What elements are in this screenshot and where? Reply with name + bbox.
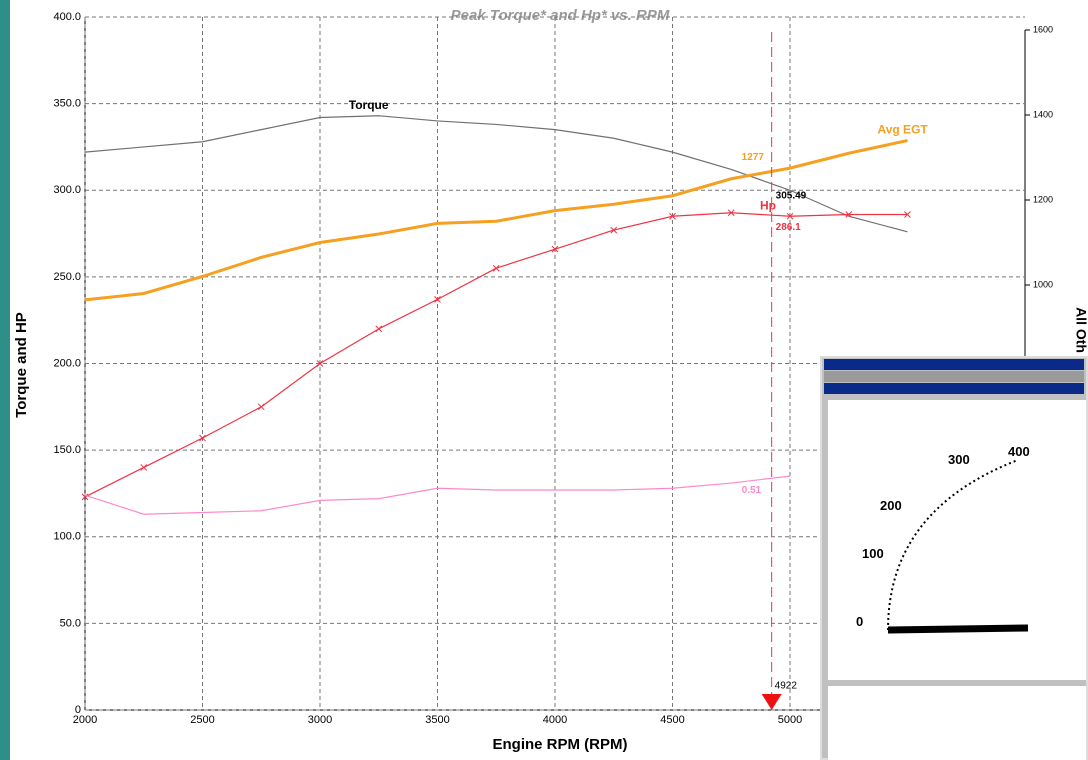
gauge-label: 100 xyxy=(862,546,884,561)
gauge-label: 300 xyxy=(948,452,970,467)
cursor-readout: 305.49 xyxy=(776,190,807,201)
x-tick-label: 3000 xyxy=(308,714,332,726)
sub-title-bar[interactable] xyxy=(824,383,1084,394)
lower-panel xyxy=(828,686,1086,760)
y2-tick-label: 1200 xyxy=(1033,194,1053,204)
menu-bar xyxy=(824,371,1084,382)
series-label: Torque xyxy=(349,98,389,112)
series-label: Avg EGT xyxy=(878,123,929,137)
x-tick-label: 4000 xyxy=(543,714,567,726)
cursor-readout: 0.51 xyxy=(742,485,762,496)
y-axis-label: Torque and HP xyxy=(13,312,30,418)
gauge-label: 400 xyxy=(1008,444,1030,459)
y-tick-label: 250.0 xyxy=(53,271,81,283)
y2-tick-label: 1000 xyxy=(1033,279,1053,289)
gauge-arc xyxy=(888,460,1018,630)
cursor-label: 4922 xyxy=(775,681,798,692)
y-tick-label: 50.0 xyxy=(60,617,81,629)
y2-tick-label: 1400 xyxy=(1033,109,1053,119)
y-tick-label: 400.0 xyxy=(53,11,81,23)
series-label: Hp xyxy=(760,198,776,212)
y-tick-label: 300.0 xyxy=(53,184,81,196)
page: Peak Torque* and Hp* vs. RPM Engine RPM … xyxy=(0,0,1088,760)
x-tick-label: 2500 xyxy=(190,714,214,726)
chart-title: Peak Torque* and Hp* vs. RPM xyxy=(451,7,670,24)
title-bar[interactable] xyxy=(824,359,1084,370)
x-tick-label: 3500 xyxy=(425,714,449,726)
y-tick-label: 100.0 xyxy=(53,531,81,543)
gauge-label: 200 xyxy=(880,498,902,513)
x-axis-label: Engine RPM (RPM) xyxy=(493,736,628,753)
gauge xyxy=(828,400,1086,680)
gauge-panel: 100 200 300 400 0 xyxy=(828,400,1086,680)
cursor-readout: 1277 xyxy=(742,152,765,163)
y-tick-label: 150.0 xyxy=(53,444,81,456)
x-tick-label: 2000 xyxy=(73,714,97,726)
gauge-needle xyxy=(888,628,1028,630)
x-tick-label: 4500 xyxy=(660,714,684,726)
cursor-readout: 286.1 xyxy=(776,222,801,233)
y-tick-label: 350.0 xyxy=(53,98,81,110)
y2-tick-label: 1600 xyxy=(1033,24,1053,34)
x-tick-label: 5000 xyxy=(778,714,802,726)
y2-axis-label: All Oth xyxy=(1073,307,1088,353)
gauge-label: 0 xyxy=(856,614,863,629)
y-tick-label: 200.0 xyxy=(53,357,81,369)
overlay-window[interactable]: 100 200 300 400 0 xyxy=(820,356,1088,760)
